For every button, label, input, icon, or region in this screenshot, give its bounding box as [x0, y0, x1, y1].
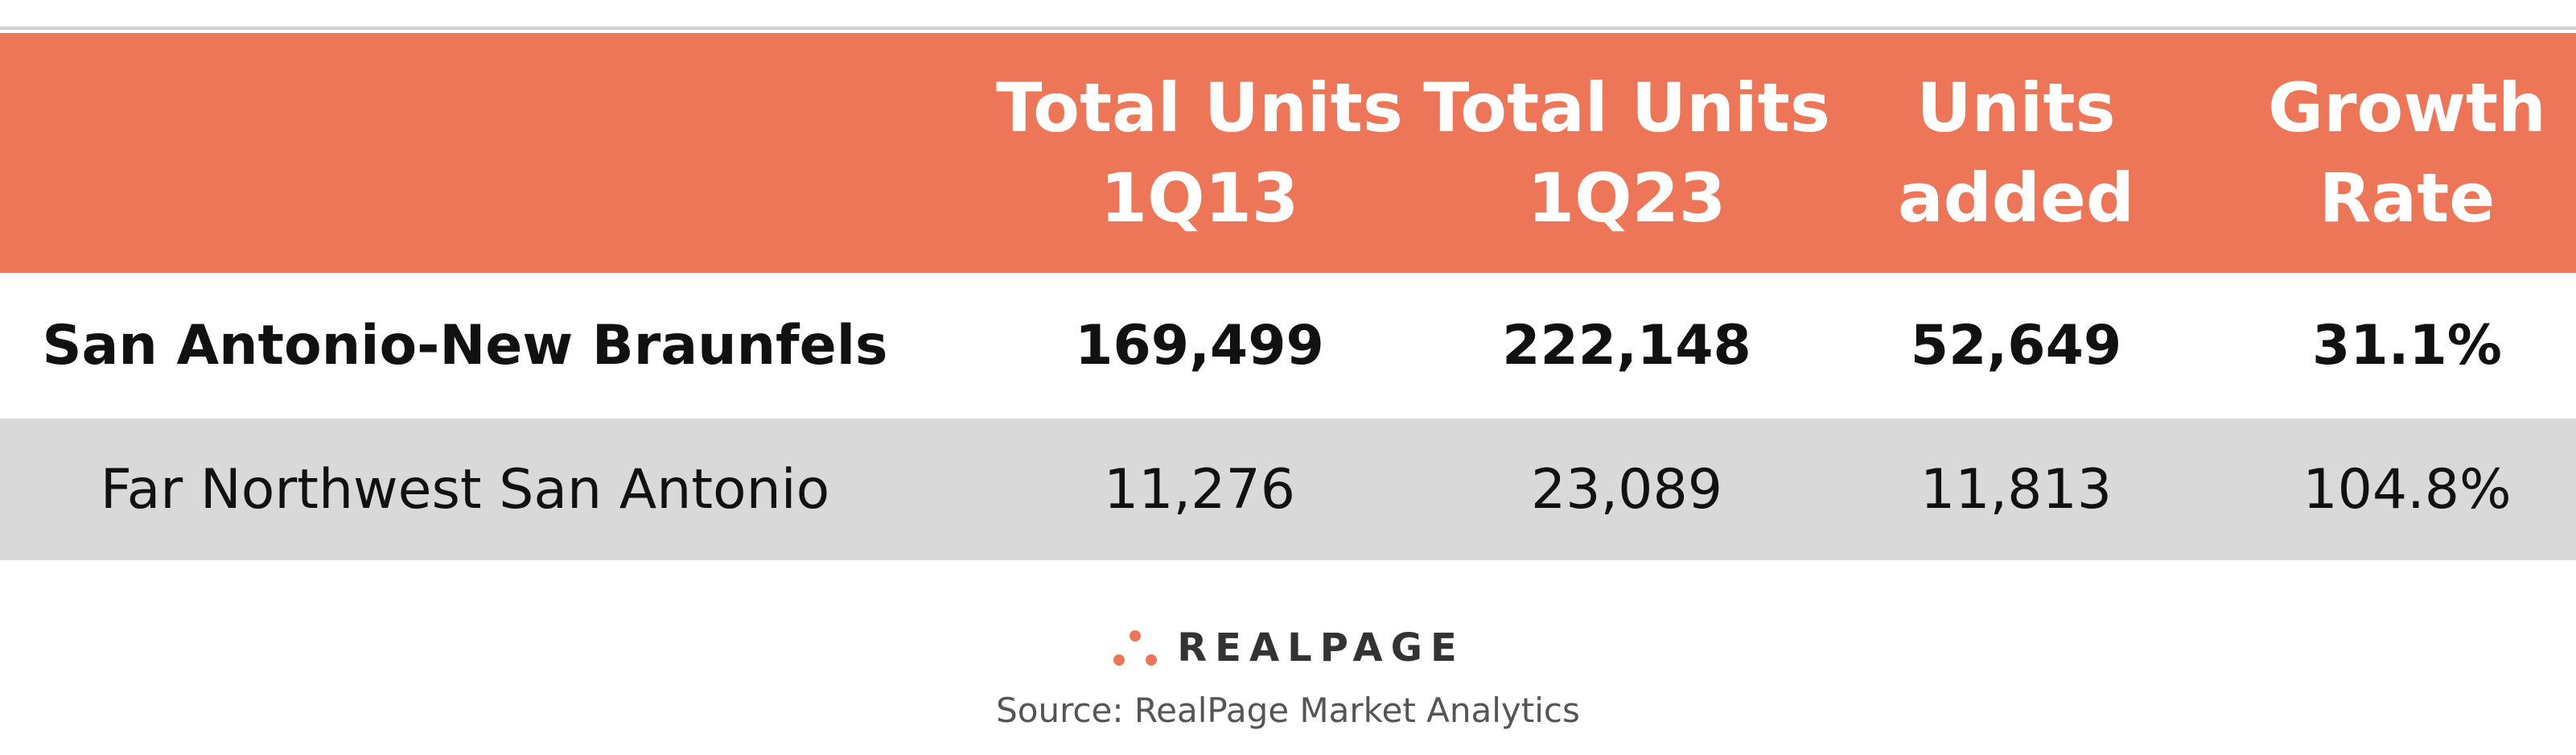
header-line: Total Units [1423, 68, 1830, 147]
table-cell: 169,499 [1075, 314, 1324, 378]
header-line: 1Q13 [1100, 159, 1299, 237]
logo: REALPAGE [0, 624, 2576, 672]
table-cell: 11,813 [1920, 457, 2112, 522]
source-note: Source: RealPage Market Analytics [996, 691, 1580, 730]
table-cell: 11,276 [1104, 457, 1295, 522]
header-line: Growth [2268, 68, 2546, 147]
logo-mark [1113, 630, 1158, 666]
table-cell: 23,089 [1531, 457, 1722, 522]
header-line: Units [1916, 68, 2116, 147]
row-label: Far Northwest San Antonio [100, 457, 830, 522]
table-cell: 31.1% [2312, 314, 2502, 378]
table-cell: 104.8% [2302, 457, 2512, 522]
header-line: 1Q23 [1527, 159, 1726, 237]
header-row: Total Units 1Q13 Total Units 1Q23 Units add… [0, 33, 2576, 273]
table-row: Far Northwest San Antonio 11,276 23,089 … [0, 419, 2576, 560]
header-line: Rate [2319, 159, 2496, 237]
header-cell: Total Units 1Q23 [1423, 33, 1830, 273]
row-label: San Antonio-New Braunfels [42, 314, 888, 378]
table-row: San Antonio-New Braunfels 169,499 222,14… [0, 273, 2576, 419]
top-rule [0, 27, 2576, 30]
logo-text: REALPAGE [1177, 625, 1465, 670]
table-cell: 52,649 [1910, 314, 2122, 378]
header-line: added [1897, 159, 2135, 237]
header-cell: Units added [1815, 33, 2217, 273]
header-cell: Growth Rate [2246, 33, 2568, 273]
header-cell: Total Units 1Q13 [996, 33, 1403, 273]
table-cell: 222,148 [1502, 314, 1751, 378]
header-line: Total Units [996, 68, 1403, 147]
